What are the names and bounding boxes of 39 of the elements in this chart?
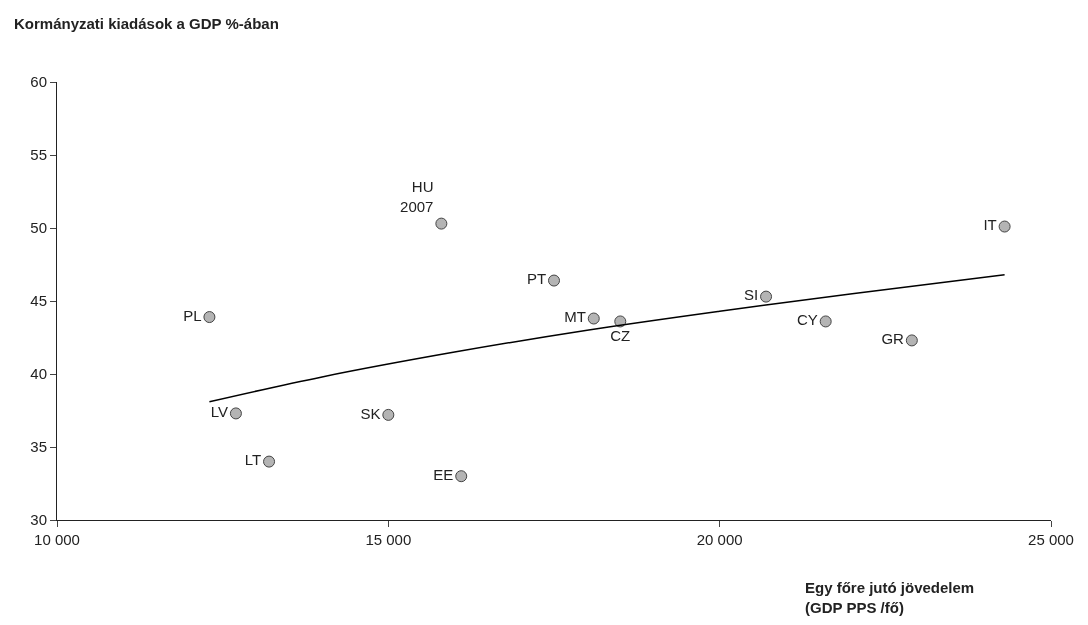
data-label: EE [433, 465, 454, 483]
data-label: MT [564, 308, 586, 326]
x-axis-title: Egy főre jutó jövedelem (GDP PPS /fő) [805, 579, 975, 616]
y-tick-label: 50 [30, 219, 47, 237]
data-label: HU 2007 [400, 178, 434, 215]
point [263, 455, 276, 468]
x-tick-label: 25 000 [1028, 531, 1074, 548]
point [548, 274, 560, 287]
x-tick-label: 10 000 [34, 531, 80, 548]
data-label: PL [183, 306, 202, 324]
data-label: CY [796, 311, 818, 329]
y-tick-label: 35 [30, 438, 47, 456]
y-tick-label: 60 [30, 73, 47, 91]
data-label: LT [244, 451, 262, 469]
point [760, 290, 773, 303]
data-label: LV [210, 403, 229, 421]
y-axis-title: Kormányzati kiadások a GDP %-ában [14, 15, 279, 32]
x-tick-label: 15 000 [365, 531, 412, 548]
point [229, 407, 242, 420]
y-tick-label: 45 [30, 292, 47, 310]
point [203, 311, 216, 324]
data-label: CZ [610, 326, 631, 344]
line-series [208, 273, 1006, 403]
point [998, 220, 1011, 233]
point [435, 217, 448, 230]
y-tick-label: 30 [30, 511, 47, 529]
data-label: SI [743, 286, 759, 304]
point [587, 312, 600, 325]
point [819, 315, 832, 328]
data-label: PT [526, 270, 547, 288]
point [905, 334, 918, 347]
data-label: SK [360, 404, 381, 422]
x-tick-label: 20 000 [696, 531, 743, 548]
data-label: GR [881, 330, 905, 348]
point [382, 408, 395, 421]
y-tick-label: 40 [30, 365, 47, 383]
y-tick-label: 55 [30, 146, 47, 164]
data-label: IT [983, 216, 997, 234]
point [455, 470, 468, 483]
